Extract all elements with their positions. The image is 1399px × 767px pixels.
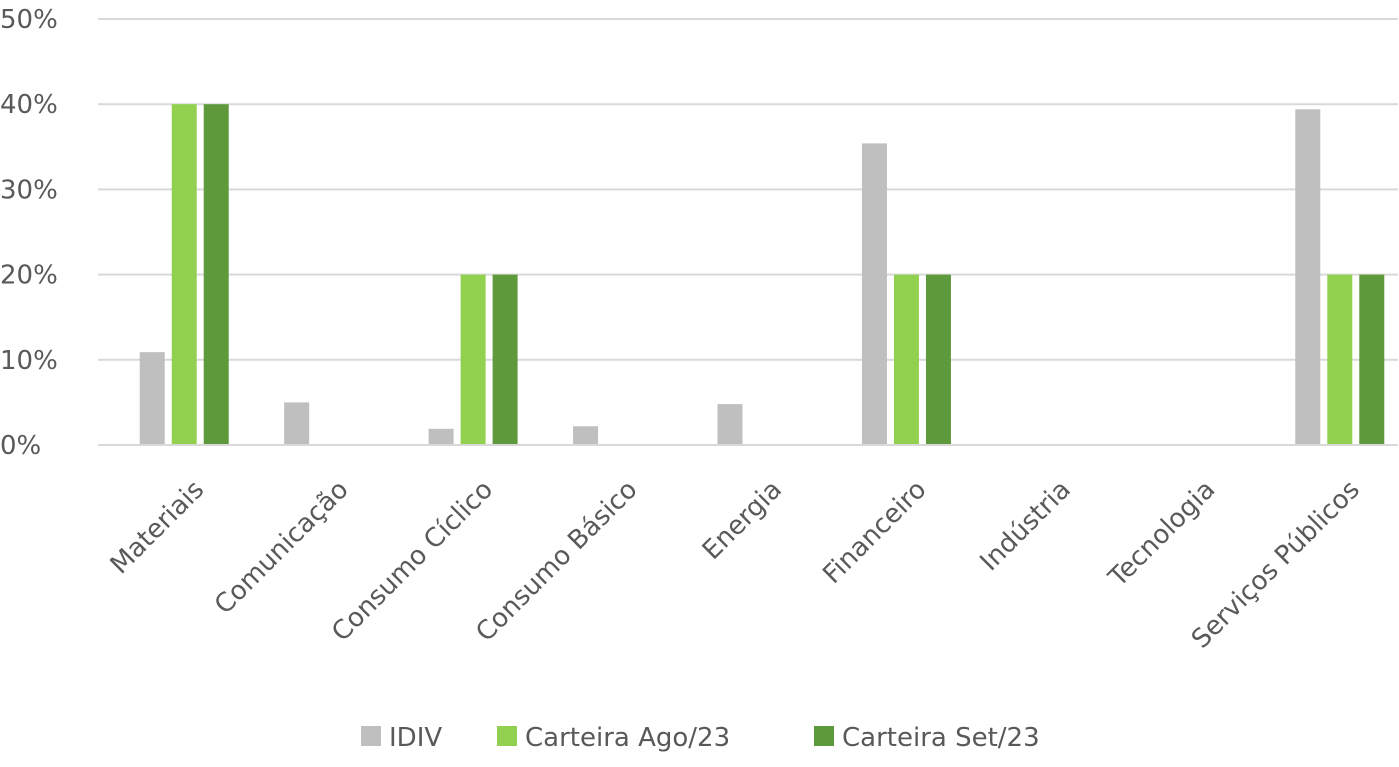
bar-carteira-set-23-5 [925,274,951,445]
legend-label: Carteira Ago/23 [525,723,730,753]
x-tick-label: Comunicação [209,475,355,621]
y-tick-label: 0% [0,431,41,461]
bar-idiv-4 [717,404,743,445]
bar-idiv-3 [573,426,599,445]
x-tick-label: Consumo Cíclico [326,475,499,648]
y-axis: 0% 10% 20% 30% 40% 50% [0,5,58,461]
legend-swatch-carteira-set-23 [814,726,834,746]
bar-carteira-set-23-8 [1359,274,1385,445]
x-tick-label: Consumo Básico [470,475,643,648]
bar-idiv-5 [861,143,887,445]
bars [139,104,1385,445]
legend-swatch-carteira-ago-23 [497,726,517,746]
legend-label: Carteira Set/23 [842,723,1040,753]
legend-label: IDIV [389,723,442,753]
bar-idiv-8 [1295,109,1321,445]
x-tick-label: Indústria [975,475,1077,577]
y-tick-label: 50% [0,5,58,35]
bar-carteira-set-23-0 [203,104,229,445]
legend: IDIV Carteira Ago/23 Carteira Set/23 [361,723,1040,753]
bar-carteira-set-23-2 [492,274,518,445]
bar-carteira-ago-23-2 [460,274,486,445]
bar-carteira-ago-23-8 [1327,274,1353,445]
legend-swatch-idiv [361,726,381,746]
bar-idiv-0 [139,352,165,445]
x-tick-label: Energia [697,475,788,566]
bar-carteira-ago-23-0 [171,104,197,445]
y-tick-label: 20% [0,261,58,291]
y-tick-label: 10% [0,346,58,376]
x-tick-label: Tecnologia [1103,475,1222,594]
gridlines [98,18,1398,446]
y-tick-label: 30% [0,175,58,205]
x-tick-label: Materiais [105,475,210,580]
bar-idiv-2 [428,428,454,445]
x-tick-label: Financeiro [817,475,932,590]
y-tick-label: 40% [0,90,58,120]
bar-idiv-1 [284,402,310,445]
bar-carteira-ago-23-5 [893,274,919,445]
